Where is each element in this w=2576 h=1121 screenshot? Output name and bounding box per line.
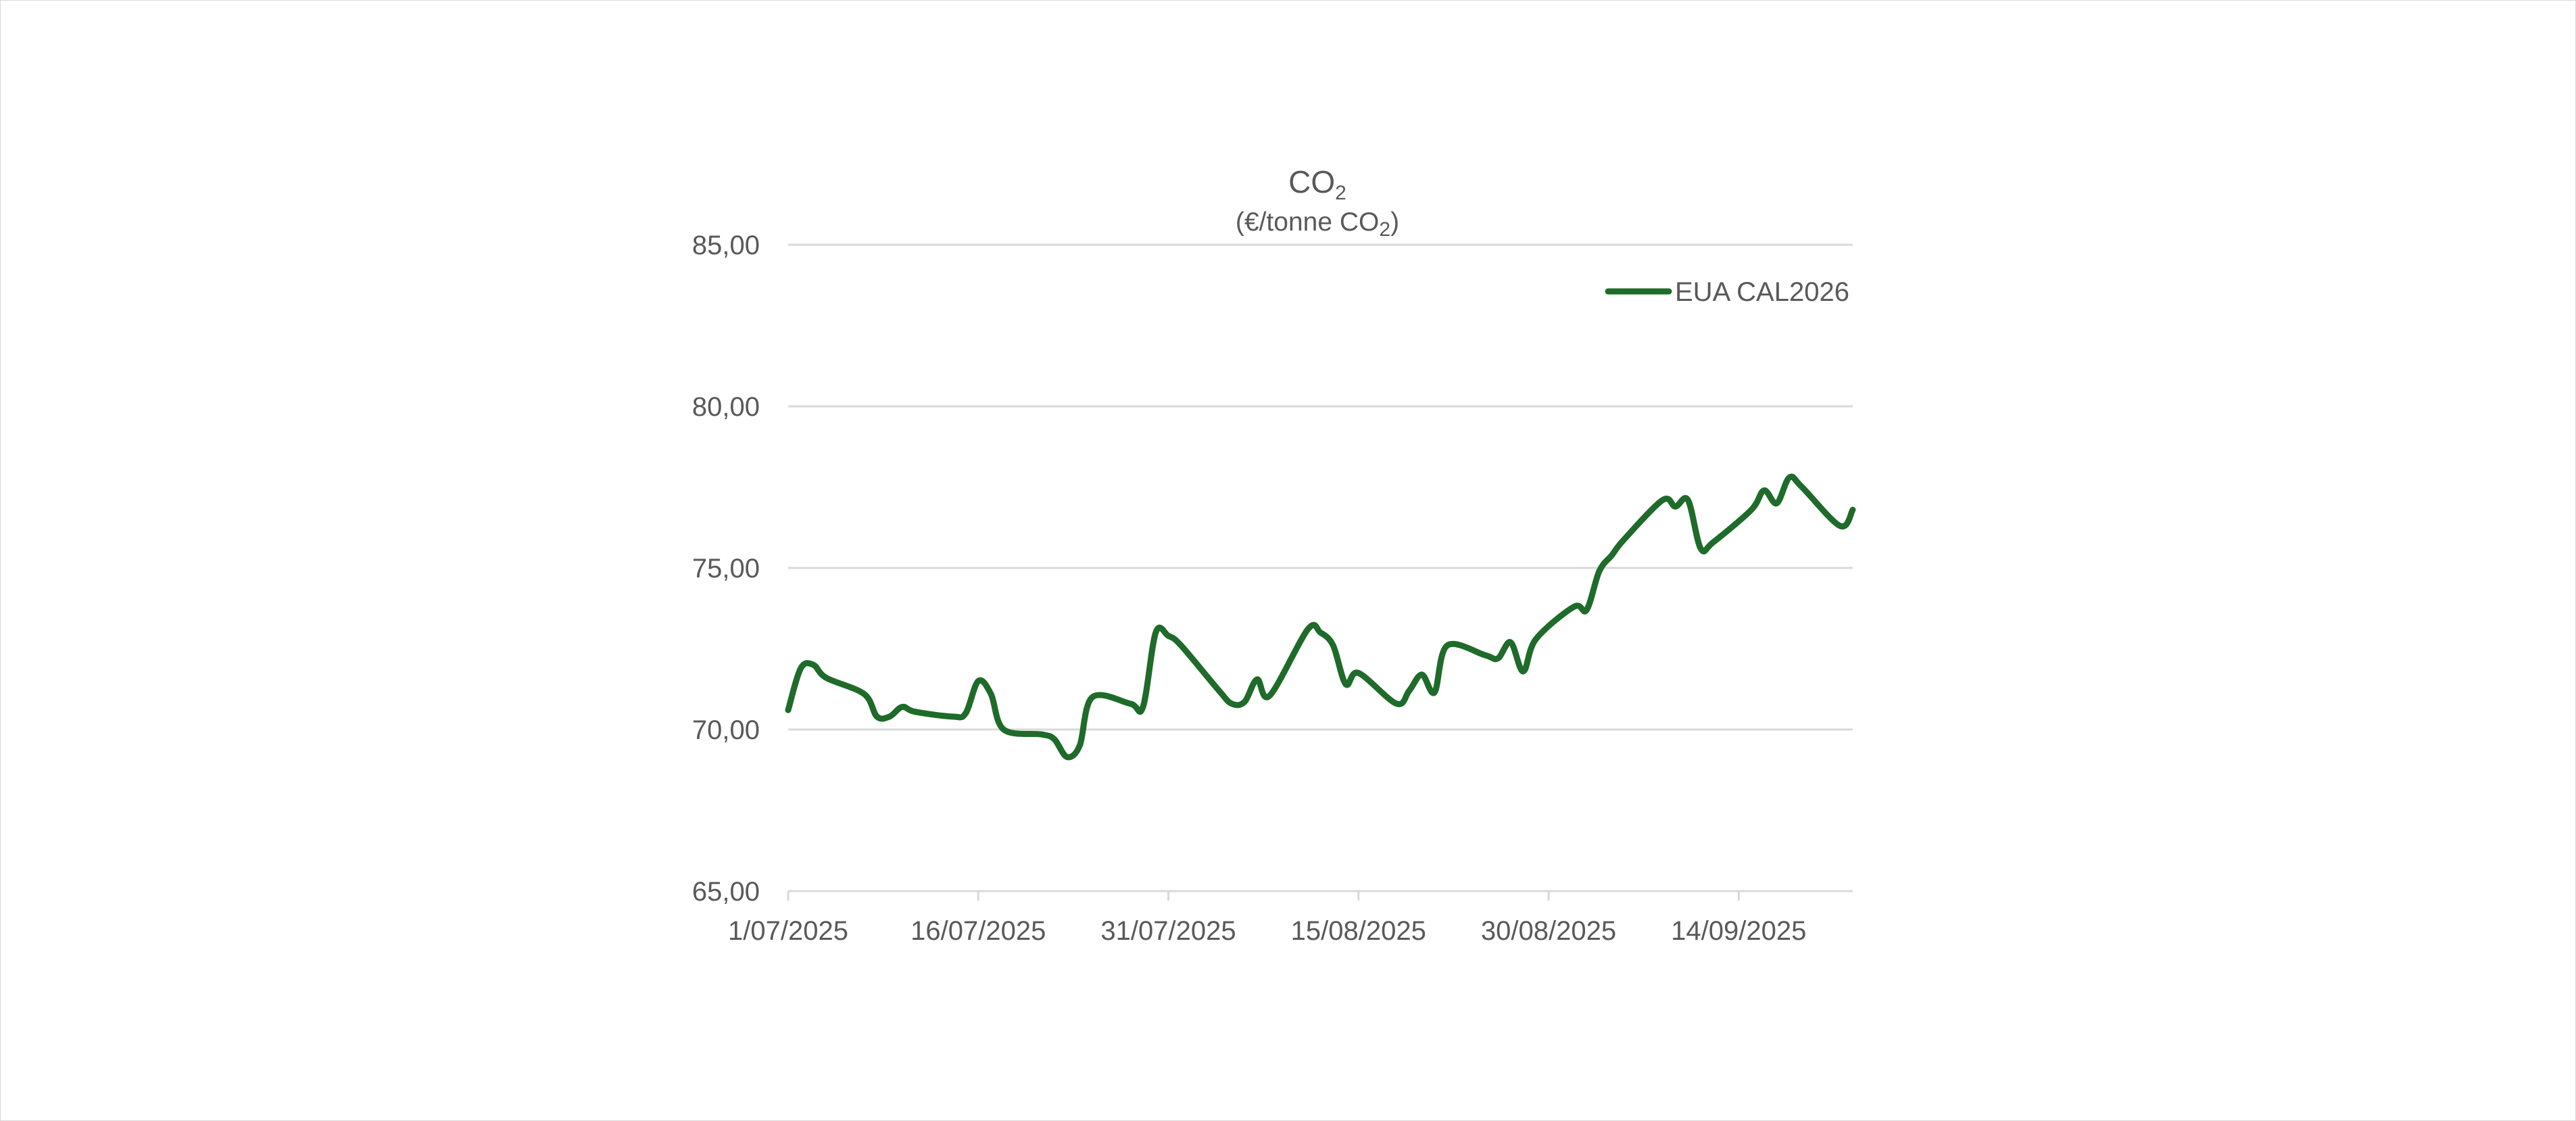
x-tick-label: 30/08/2025 [1481, 916, 1616, 946]
x-tick-label: 16/07/2025 [910, 916, 1046, 946]
legend: EUA CAL2026 [1605, 277, 1849, 307]
legend-label-eua-cal2026: EUA CAL2026 [1675, 277, 1849, 307]
chart-title: CO2 [1288, 164, 1346, 204]
series-layer [785, 473, 1856, 761]
y-axis: 65,00 70,00 75,00 80,00 85,00 [692, 231, 760, 907]
y-tick-label: 85,00 [692, 231, 760, 260]
x-tick-label: 15/08/2025 [1291, 916, 1426, 946]
x-axis: 1/07/2025 16/07/2025 31/07/2025 15/08/2025 3… [728, 891, 1806, 946]
y-tick-label: 65,00 [692, 877, 760, 907]
series-line-eua-cal2026 [785, 473, 1856, 761]
y-tick-label: 70,00 [692, 715, 760, 745]
x-tick-label: 14/09/2025 [1671, 916, 1806, 946]
x-tick-label: 1/07/2025 [728, 916, 848, 946]
y-tick-label: 75,00 [692, 554, 760, 583]
gridlines [788, 243, 1853, 892]
chart-subtitle: (€/tonne CO2) [1236, 208, 1399, 241]
y-tick-label: 80,00 [692, 392, 760, 422]
x-tick-label: 31/07/2025 [1100, 916, 1236, 946]
